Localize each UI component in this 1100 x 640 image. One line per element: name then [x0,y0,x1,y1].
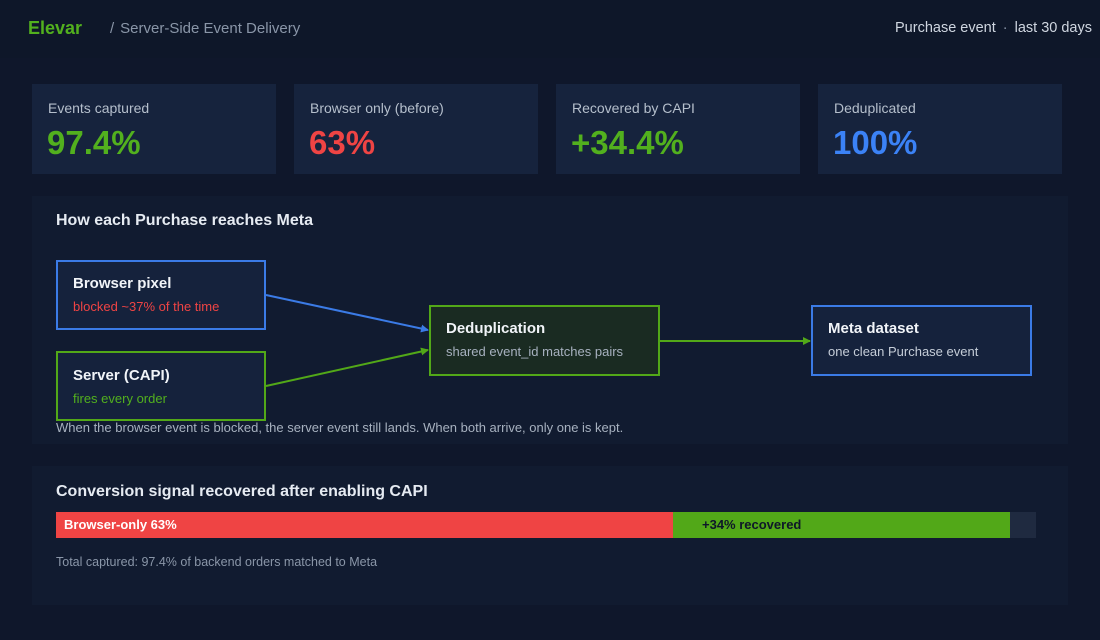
stat-label: Events captured [48,100,150,116]
stat-label: Browser only (before) [310,100,444,116]
signal-bar-track: Browser-only 63% +34% recovered [56,512,1036,538]
stat-card-events-captured: Events captured 97.4% [32,84,276,174]
stat-card-recovered-by-capi: Recovered by CAPI +34.4% [556,84,800,174]
filter-separator: · [1002,20,1008,36]
node-subtitle: shared event_id matches pairs [446,344,624,359]
stat-label: Deduplicated [834,100,916,116]
arrow-server-to-dedup [265,347,429,387]
node-title: Server (CAPI) [73,367,170,384]
stat-card-browser-only: Browser only (before) 63% [294,84,538,174]
signal-panel-title: Conversion signal recovered after enabli… [56,483,428,500]
node-deduplication[interactable]: Deduplication shared event_id matches pa… [429,305,660,376]
event-filter[interactable]: Purchase event [895,20,996,36]
flow-caption: When the browser event is blocked, the s… [56,420,624,435]
node-meta-dataset[interactable]: Meta dataset one clean Purchase event [811,305,1032,376]
stat-value: +34.4% [571,124,684,161]
stat-value: 100% [833,124,918,161]
stat-label: Recovered by CAPI [572,100,695,116]
node-title: Meta dataset [828,320,919,337]
node-title: Browser pixel [73,275,172,292]
stat-value: 63% [309,124,376,161]
node-title: Deduplication [446,320,546,337]
node-server-capi[interactable]: Server (CAPI) fires every order [56,351,266,421]
signal-segment-browser-only: Browser-only 63% [56,512,673,538]
flow-panel-title: How each Purchase reaches Meta [56,212,314,229]
node-subtitle: fires every order [73,391,167,406]
arrow-browser-to-dedup [265,294,429,333]
filter-summary: Purchase event · last 30 days [895,20,1092,36]
breadcrumb-current: Server-Side Event Delivery [120,20,301,37]
node-subtitle: one clean Purchase event [828,344,979,359]
top-bar: Elevar / Server-Side Event Delivery Purch… [0,0,1100,58]
brand-logo[interactable]: Elevar [28,18,83,38]
breadcrumb-separator: / [110,20,115,37]
breadcrumb: / Server-Side Event Delivery [110,20,300,37]
signal-segment-recovered: +34% recovered [673,512,1010,538]
node-browser-pixel[interactable]: Browser pixel blocked ~37% of the time [56,260,266,330]
node-subtitle: blocked ~37% of the time [73,299,220,314]
stat-card-deduplicated: Deduplicated 100% [818,84,1062,174]
stat-value: 97.4% [47,124,141,161]
signal-footnote: Total captured: 97.4% of backend orders … [56,555,378,569]
date-range-filter[interactable]: last 30 days [1014,20,1092,36]
